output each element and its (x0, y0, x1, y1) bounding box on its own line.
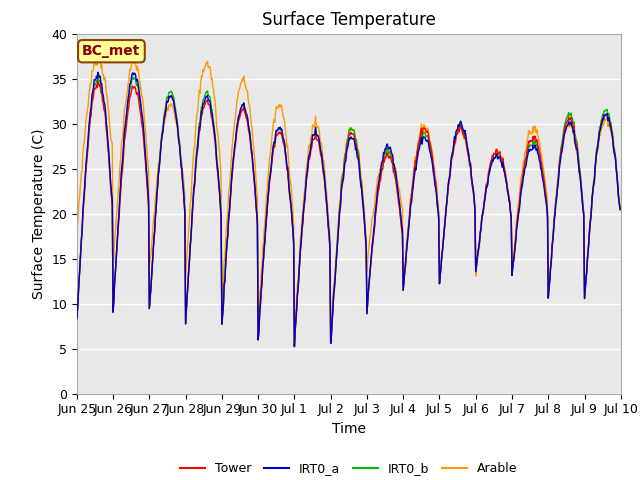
Y-axis label: Surface Temperature (C): Surface Temperature (C) (31, 128, 45, 299)
Title: Surface Temperature: Surface Temperature (262, 11, 436, 29)
Legend: Tower, IRT0_a, IRT0_b, Arable: Tower, IRT0_a, IRT0_b, Arable (175, 457, 522, 480)
X-axis label: Time: Time (332, 422, 366, 436)
Text: BC_met: BC_met (82, 44, 141, 58)
